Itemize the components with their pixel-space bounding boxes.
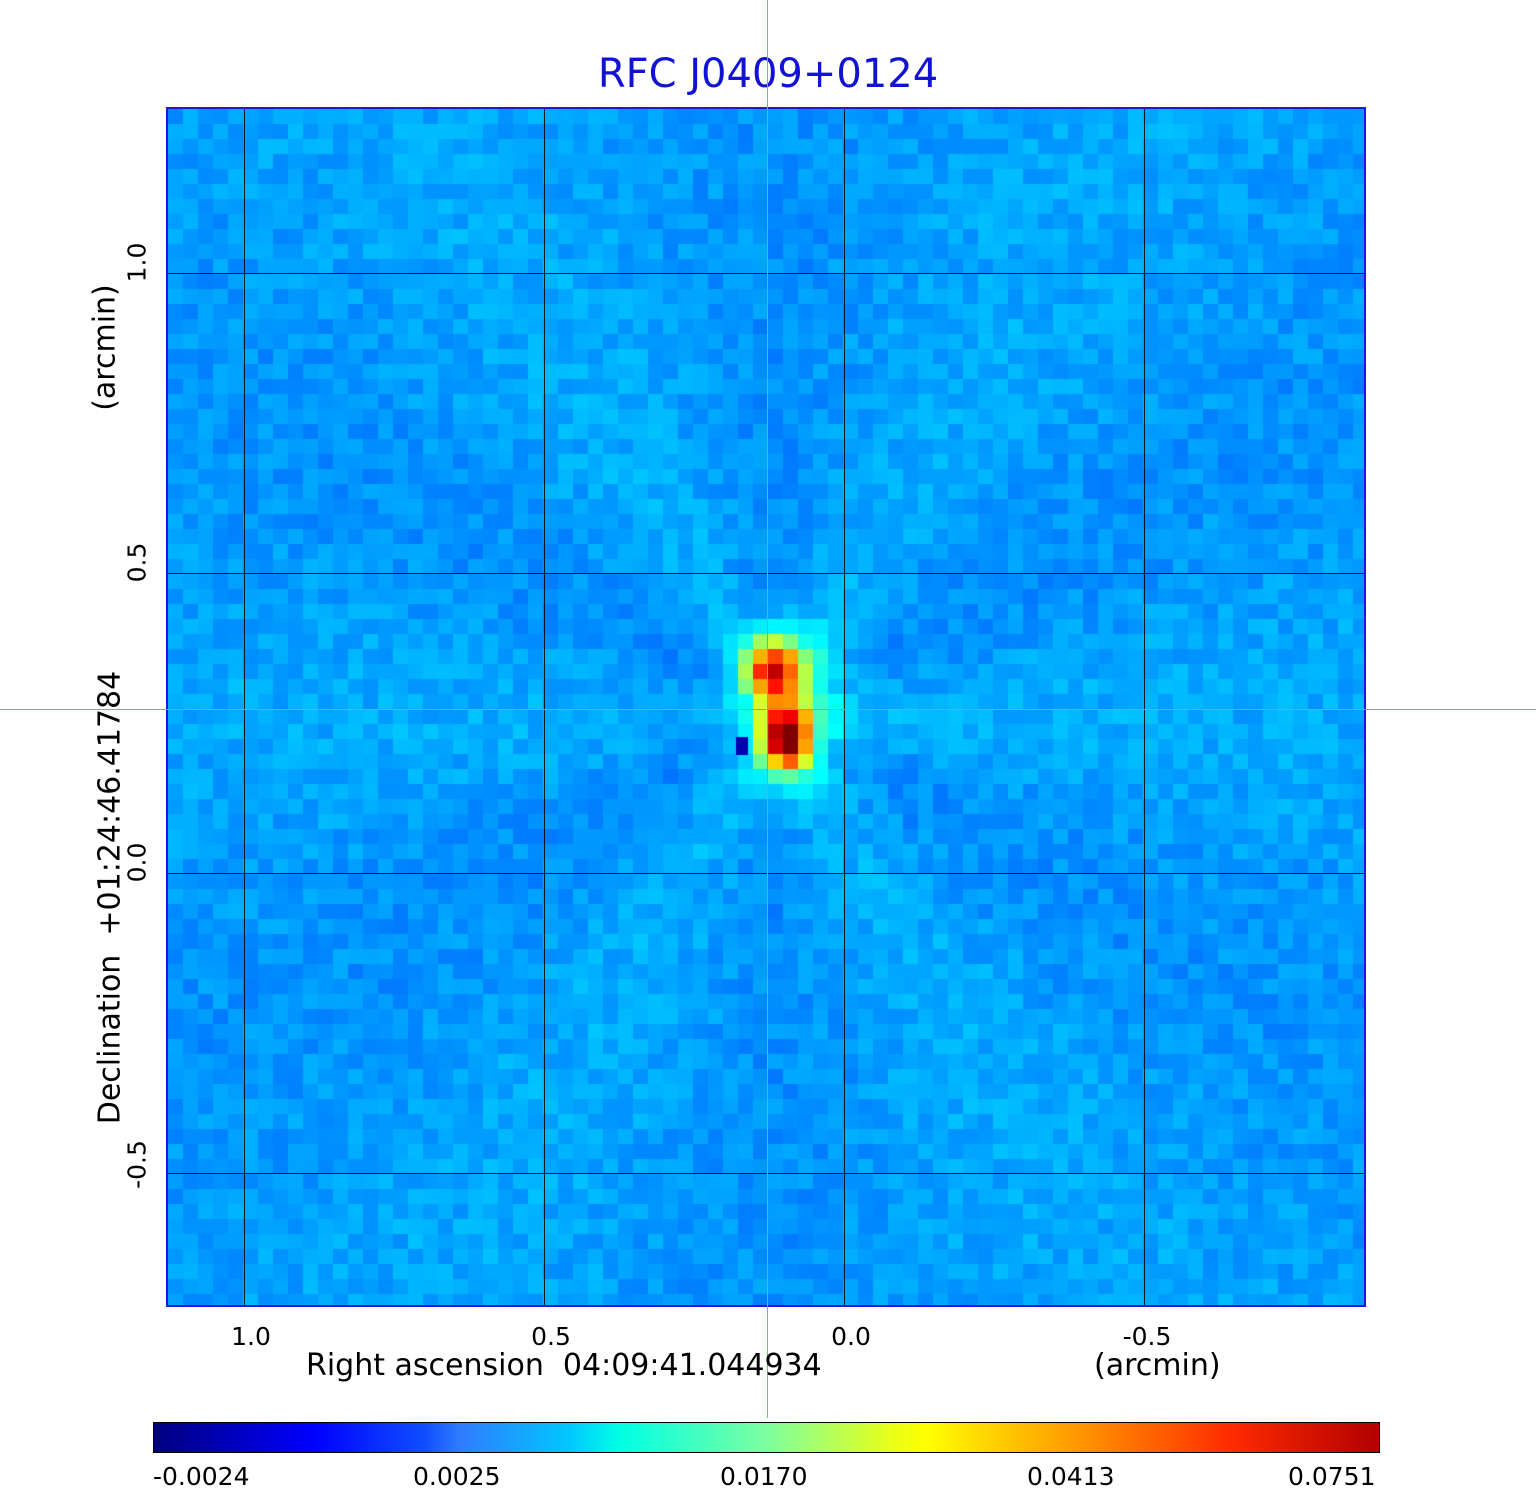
x-axis-unit: (arcmin) (1094, 1348, 1221, 1383)
colorbar-tick-label: 0.0751 (1288, 1462, 1376, 1491)
y-tick-label: 1.0 (122, 242, 152, 283)
colorbar-tick-label: 0.0170 (720, 1462, 808, 1491)
x-axis-label: Right ascension 04:09:41.044934 (306, 1348, 822, 1383)
grid-line-ra-0.5 (544, 109, 545, 1305)
intensity-map (168, 109, 1364, 1305)
y-axis-unit: (arcmin) (87, 284, 123, 411)
colorbar-tick-label: 0.0025 (413, 1462, 501, 1491)
x-tick-label: 0.0 (831, 1322, 871, 1351)
y-axis-label: Declination +01:24:46.41784 (92, 670, 128, 1125)
grid-line-dec--0.5 (168, 1173, 1364, 1174)
grid-line-ra-1.0 (244, 109, 245, 1305)
x-tick-label: 1.0 (231, 1322, 271, 1351)
colorbar-tick-label: 0.0413 (1027, 1462, 1115, 1491)
colorbar (153, 1422, 1380, 1453)
grid-line-ra-0.0 (844, 109, 845, 1305)
x-tick-label: 0.5 (531, 1322, 571, 1351)
sky-image[interactable] (166, 107, 1366, 1307)
grid-line-ra--0.5 (1144, 109, 1145, 1305)
image-title: RFC J0409+0124 (597, 51, 939, 97)
grid-line-dec-0.0 (168, 873, 1364, 874)
colorbar-tick-label: -0.0024 (153, 1462, 250, 1491)
x-tick-label: -0.5 (1122, 1322, 1172, 1351)
grid-line-dec-1.0 (168, 273, 1364, 274)
crosshair-horizontal (0, 709, 1536, 710)
grid-line-dec-0.5 (168, 573, 1364, 574)
